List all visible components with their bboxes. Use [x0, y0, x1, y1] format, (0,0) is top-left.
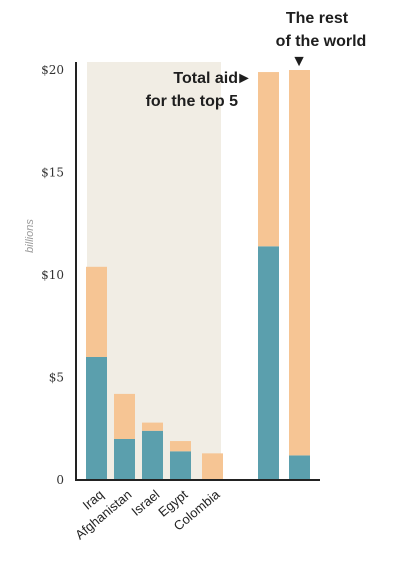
- bar-0-segment-0: [86, 357, 107, 480]
- category-label: Israel: [128, 487, 162, 519]
- bar-2-segment-0: [142, 430, 163, 480]
- bars-layer: [86, 70, 310, 480]
- y-tick-label: $20: [41, 63, 64, 77]
- bar-1-segment-0: [114, 439, 135, 480]
- bar-5-segment-1: [258, 72, 279, 247]
- y-tick-label: $5: [49, 371, 64, 385]
- annotation-rest-line2: of the world: [276, 33, 367, 50]
- bar-2-segment-1: [142, 422, 163, 431]
- bar-6-segment-1: [289, 70, 310, 456]
- annotations: Total aid► for the top 5 The rest of the wo…: [146, 10, 367, 110]
- bar-6-segment-0: [289, 455, 310, 480]
- y-tick-labels: 0 $5 $10 $15 $20: [41, 63, 64, 487]
- bar-4-segment-1: [202, 453, 223, 480]
- y-axis-label: billions: [24, 219, 36, 253]
- annotation-top5-line1: Total aid: [173, 70, 238, 87]
- bar-0-segment-1: [86, 266, 107, 357]
- y-tick-label: 0: [56, 473, 64, 487]
- annotation-top5-arrow: ►: [236, 70, 252, 87]
- bar-1-segment-1: [114, 393, 135, 439]
- annotation-rest-arrow: ▼: [291, 53, 307, 70]
- y-tick-label: $15: [41, 166, 64, 180]
- top5-shaded-region: [87, 62, 221, 480]
- bar-5-segment-0: [258, 246, 279, 480]
- bar-3-segment-1: [170, 441, 191, 452]
- annotation-rest-line1: The rest: [286, 10, 349, 27]
- bar-3-segment-0: [170, 451, 191, 480]
- y-tick-label: $10: [41, 268, 64, 282]
- annotation-top5-line2: for the top 5: [146, 93, 239, 110]
